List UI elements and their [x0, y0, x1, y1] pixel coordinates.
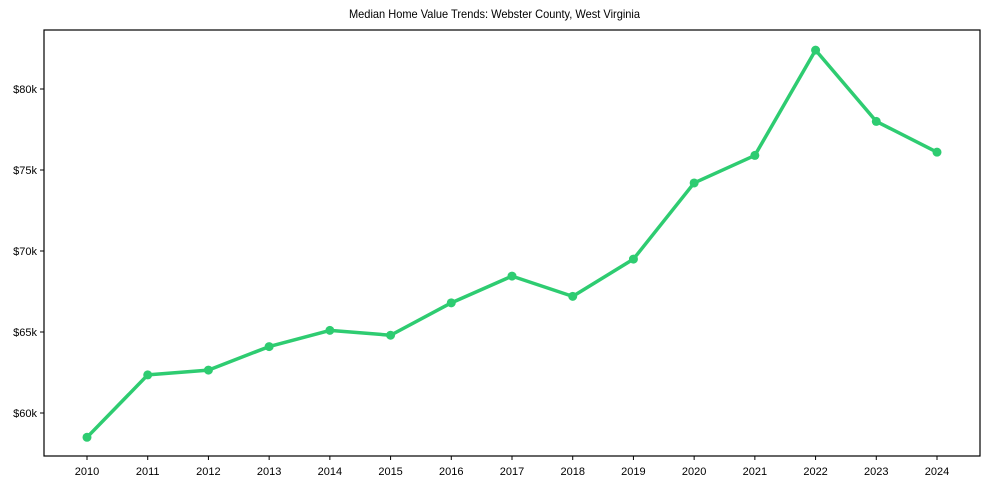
data-point-marker — [203, 365, 213, 375]
x-tick-label: 2015 — [378, 466, 402, 478]
data-point-marker — [386, 330, 396, 340]
y-tick-label: $75k — [13, 165, 37, 177]
y-axis: $60k $65k $70k $75k $80k — [13, 84, 44, 420]
x-tick-label: 2017 — [500, 466, 524, 478]
data-point-marker — [507, 271, 517, 281]
data-series — [82, 45, 942, 442]
plot-area — [43, 29, 981, 457]
data-point-marker — [325, 325, 335, 335]
data-point-marker — [82, 432, 92, 442]
x-tick-label: 2024 — [925, 466, 949, 478]
data-point-marker — [446, 298, 456, 308]
x-tick-label: 2012 — [196, 466, 220, 478]
data-point-marker — [568, 291, 578, 301]
x-tick-label: 2022 — [803, 466, 827, 478]
chart-title: Median Home Value Trends: Webster County… — [348, 7, 641, 21]
x-tick-label: 2014 — [318, 466, 342, 478]
y-tick-label: $80k — [13, 84, 37, 96]
x-tick-label: 2011 — [136, 466, 160, 478]
y-tick-label: $65k — [13, 327, 37, 339]
data-point-marker — [932, 147, 942, 157]
y-tick-label: $70k — [13, 246, 37, 258]
data-point-marker — [264, 342, 274, 352]
x-tick-label: 2023 — [864, 466, 888, 478]
x-tick-label: 2019 — [621, 466, 645, 478]
x-tick-label: 2016 — [439, 466, 463, 478]
data-point-marker — [871, 116, 881, 126]
x-axis: 2010 2011 2012 2013 2014 2015 2016 2017 2018 2019… — [75, 456, 949, 478]
series-line — [85, 48, 939, 440]
data-point-marker — [811, 45, 821, 55]
x-tick-label: 2020 — [682, 466, 706, 478]
data-point-marker — [750, 150, 760, 160]
plot-border — [43, 29, 981, 457]
x-tick-label: 2021 — [743, 466, 767, 478]
data-point-marker — [628, 254, 638, 264]
y-tick-label: $60k — [13, 408, 37, 420]
data-point-marker — [143, 370, 153, 380]
x-tick-label: 2018 — [560, 466, 584, 478]
x-tick-label: 2013 — [257, 466, 281, 478]
x-tick-label: 2010 — [75, 466, 99, 478]
data-point-marker — [689, 178, 699, 188]
